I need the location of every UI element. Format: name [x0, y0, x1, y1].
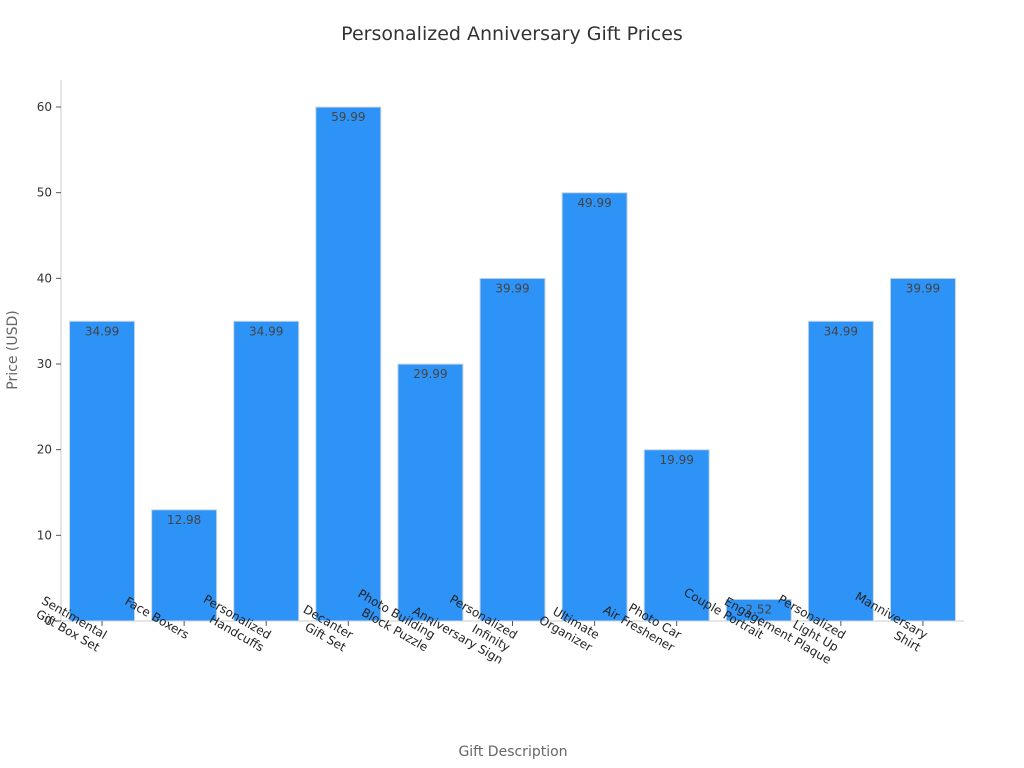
bar — [643, 449, 710, 622]
y-axis-label: Price (USD) — [5, 310, 21, 389]
y-tick-label: 60 — [37, 100, 52, 114]
data-label: 39.99 — [495, 281, 529, 295]
x-axis-label: Gift Description — [458, 744, 567, 760]
bar — [69, 320, 136, 622]
y-axis-ticks: 0 10 20 30 40 50 60 — [37, 100, 61, 628]
bar — [889, 277, 956, 622]
bar — [561, 192, 628, 622]
data-label: 34.99 — [824, 324, 858, 338]
data-label: 34.99 — [249, 324, 283, 338]
y-tick-label: 0 — [44, 614, 52, 628]
data-label: 2.52 — [745, 602, 772, 616]
y-tick-label: 50 — [37, 186, 52, 200]
data-label: 19.99 — [660, 453, 694, 467]
y-tick-label: 30 — [37, 357, 52, 371]
data-label: 49.99 — [577, 196, 611, 210]
data-label: 59.99 — [331, 110, 365, 124]
data-label: 39.99 — [906, 281, 940, 295]
bar — [315, 106, 382, 622]
data-labels: 34.99 12.98 34.99 59.99 29.99 39.99 49.99 19.99… — [85, 110, 940, 616]
data-label: 12.98 — [167, 513, 201, 527]
y-tick-label: 20 — [37, 443, 52, 457]
bar — [807, 320, 874, 622]
bars — [69, 106, 956, 622]
bar — [479, 277, 546, 622]
bar — [233, 320, 300, 622]
data-label: 29.99 — [413, 367, 447, 381]
y-tick-label: 40 — [37, 271, 52, 285]
bar — [397, 363, 464, 622]
y-tick-label: 10 — [37, 528, 52, 542]
chart-title: Personalized Anniversary Gift Prices — [341, 23, 683, 45]
data-label: 34.99 — [85, 324, 119, 338]
